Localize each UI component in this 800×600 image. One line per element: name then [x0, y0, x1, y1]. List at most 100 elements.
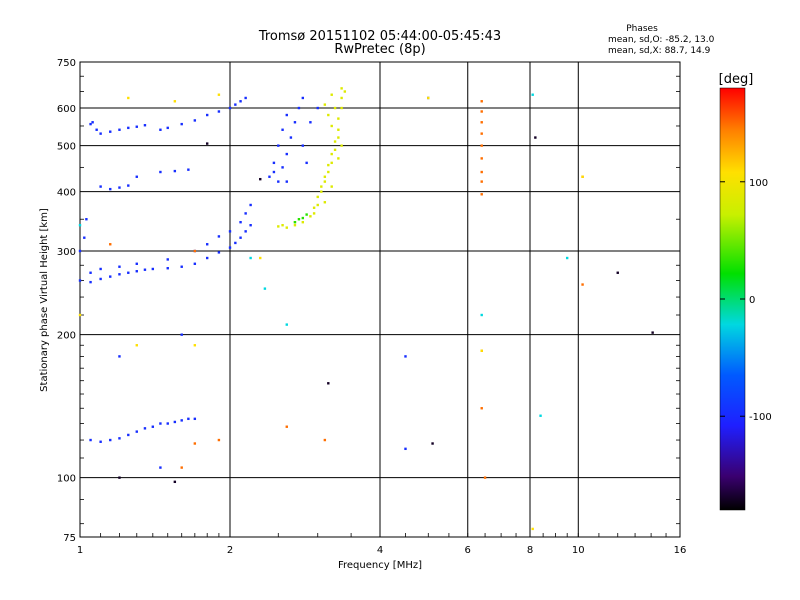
- x-tick-label: 8: [527, 545, 533, 556]
- data-point: [316, 203, 319, 207]
- data-point: [239, 236, 242, 239]
- data-point: [480, 144, 483, 147]
- colorbar-tick-label: 100: [749, 178, 768, 189]
- data-point: [135, 270, 138, 273]
- data-point: [404, 447, 407, 451]
- phase-heading: Phases: [626, 24, 658, 34]
- data-point: [89, 122, 92, 126]
- data-point: [581, 175, 584, 178]
- data-point: [118, 437, 121, 440]
- data-point: [285, 152, 288, 156]
- data-point: [118, 476, 121, 479]
- data-point: [249, 256, 252, 260]
- y-tick-label: 100: [57, 474, 76, 485]
- data-point: [180, 419, 183, 422]
- data-point: [99, 267, 102, 271]
- data-point: [301, 144, 305, 147]
- data-point: [85, 218, 88, 221]
- data-point: [127, 184, 130, 187]
- data-point: [143, 268, 147, 271]
- data-point: [480, 132, 483, 135]
- data-point: [239, 100, 242, 103]
- data-point: [431, 442, 434, 445]
- data-point: [323, 180, 327, 183]
- data-point: [89, 280, 92, 284]
- phase-stat-o: mean, sd,O: -85.2, 13.0: [608, 35, 715, 45]
- data-point: [89, 271, 92, 274]
- data-point: [480, 180, 483, 183]
- data-point: [244, 96, 247, 100]
- data-point: [301, 96, 305, 100]
- data-point: [99, 185, 102, 188]
- data-point: [83, 236, 86, 239]
- data-point: [534, 136, 537, 139]
- data-point: [337, 117, 340, 120]
- data-point: [480, 157, 483, 160]
- data-point: [127, 126, 130, 130]
- data-point: [217, 93, 221, 96]
- data-point: [293, 121, 297, 124]
- data-point: [217, 110, 221, 113]
- data-point: [297, 106, 301, 110]
- data-point: [127, 433, 130, 437]
- data-points: [78, 87, 654, 531]
- data-point: [651, 331, 654, 334]
- y-tick-label: 300: [57, 247, 76, 258]
- data-point: [480, 349, 483, 352]
- data-point: [217, 251, 221, 254]
- data-point: [312, 206, 316, 209]
- x-axis-label: Frequency [MHz]: [338, 560, 422, 571]
- data-point: [109, 130, 112, 133]
- y-tick-label: 200: [57, 331, 76, 342]
- y-tick-label: 500: [57, 142, 76, 153]
- data-point: [143, 427, 147, 430]
- data-point: [180, 466, 183, 469]
- data-point: [581, 283, 584, 286]
- data-point: [327, 163, 330, 167]
- data-point: [539, 414, 542, 417]
- data-point: [78, 249, 82, 253]
- colorbar-tick-label: 0: [749, 295, 755, 306]
- data-point: [99, 440, 102, 443]
- data-point: [333, 106, 337, 110]
- data-point: [127, 96, 130, 100]
- chart-subtitle: RwPretec (8p): [334, 42, 425, 57]
- data-point: [205, 256, 209, 260]
- data-point: [159, 170, 162, 174]
- colorbar-tick-label: -100: [749, 412, 772, 423]
- data-point: [173, 169, 177, 173]
- data-point: [173, 100, 177, 103]
- data-point: [480, 193, 483, 196]
- x-tick-labels: 1 2 4 6 8 10 16: [77, 545, 687, 556]
- data-point: [180, 122, 183, 126]
- data-point: [234, 103, 237, 106]
- data-point: [268, 175, 271, 178]
- data-point: [135, 175, 138, 178]
- data-point: [135, 344, 138, 347]
- data-point: [109, 187, 112, 191]
- data-point: [118, 186, 121, 189]
- data-point: [480, 110, 483, 113]
- data-point: [316, 195, 319, 199]
- data-point: [249, 224, 252, 227]
- data-point: [480, 121, 483, 124]
- data-point: [330, 161, 333, 165]
- data-point: [277, 225, 280, 228]
- data-point: [297, 218, 301, 221]
- data-point: [143, 124, 147, 127]
- y-tick-label: 600: [57, 104, 76, 115]
- x-tick-label: 10: [572, 545, 585, 556]
- data-point: [616, 271, 619, 274]
- data-point: [180, 333, 183, 336]
- data-point: [263, 287, 267, 290]
- data-point: [135, 125, 138, 128]
- data-point: [173, 420, 177, 424]
- data-point: [193, 249, 197, 253]
- data-point: [301, 216, 305, 220]
- data-point: [309, 215, 312, 218]
- data-point: [166, 258, 169, 261]
- data-point: [327, 113, 330, 117]
- data-point: [193, 442, 197, 445]
- data-point: [205, 113, 209, 117]
- data-point: [480, 170, 483, 174]
